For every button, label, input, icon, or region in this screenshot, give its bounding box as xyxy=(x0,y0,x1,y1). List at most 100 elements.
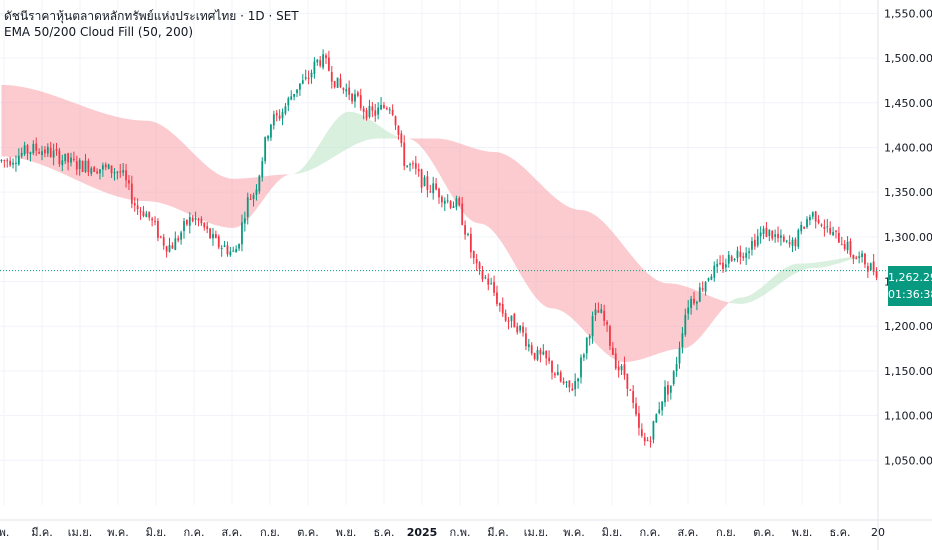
candle-body xyxy=(345,89,348,92)
candle-body xyxy=(582,354,585,358)
candle-body xyxy=(443,200,446,204)
candle-body xyxy=(727,254,730,264)
candle-body xyxy=(667,385,669,395)
candle-body xyxy=(423,177,426,187)
candle-body xyxy=(701,288,704,290)
candle-body xyxy=(313,61,316,74)
candle-body xyxy=(17,155,20,165)
candle-body xyxy=(87,160,90,173)
bar-countdown: 01:36:38 xyxy=(888,288,932,301)
candle-body xyxy=(832,232,834,236)
candle-body xyxy=(116,171,119,173)
candle-body xyxy=(139,210,142,212)
cloud-bear-segment xyxy=(410,138,732,362)
candle-body xyxy=(296,89,298,94)
candle-body xyxy=(826,226,829,228)
candle-body xyxy=(72,158,75,160)
price-axis[interactable]: 1,050.001,100.001,150.001,200.001,250.00… xyxy=(877,0,932,550)
candle-body xyxy=(498,303,501,306)
candle-body xyxy=(145,213,148,218)
candle-body xyxy=(261,161,264,178)
candle-body xyxy=(12,162,14,165)
candle-body xyxy=(203,223,206,228)
candle-body xyxy=(104,164,107,168)
candle-body xyxy=(414,163,417,169)
candle-body xyxy=(241,222,243,245)
candle-body xyxy=(46,146,49,154)
y-tick-label: 1,050.00 xyxy=(884,454,932,467)
candle-body xyxy=(374,110,377,116)
candle-body xyxy=(391,109,394,115)
candle-body xyxy=(626,373,629,389)
candle-body xyxy=(299,83,301,90)
candle-body xyxy=(759,232,762,237)
candle-body xyxy=(823,226,826,229)
x-tick-label: พ.ย. xyxy=(336,526,357,539)
candle-body xyxy=(397,125,400,135)
candle-body xyxy=(533,353,536,359)
candle-body xyxy=(640,429,643,436)
candle-body xyxy=(739,251,742,257)
candle-body xyxy=(319,60,322,66)
candle-body xyxy=(467,233,469,235)
x-tick-label: ธ.ค. xyxy=(829,526,850,539)
candle-body xyxy=(771,230,774,239)
candle-body xyxy=(600,309,603,313)
candle-body xyxy=(180,232,183,240)
candle-body xyxy=(661,401,664,411)
candle-body xyxy=(484,277,487,279)
candle-body xyxy=(429,191,432,193)
candle-body xyxy=(724,264,727,268)
candle-body xyxy=(75,161,78,170)
candle-body xyxy=(174,238,177,250)
candle-body xyxy=(591,316,594,337)
candle-body xyxy=(565,381,568,383)
x-tick-label: ก.ย. xyxy=(716,526,736,539)
candle-body xyxy=(238,244,240,249)
candle-body xyxy=(777,233,779,239)
candle-body xyxy=(846,241,849,251)
candle-body xyxy=(765,227,768,238)
x-tick-label: มี.ค. xyxy=(487,526,509,539)
candle-body xyxy=(675,363,678,372)
candle-body xyxy=(368,105,371,117)
candle-body xyxy=(435,183,438,190)
candle-body xyxy=(209,228,211,239)
candle-body xyxy=(788,242,791,245)
candle-body xyxy=(356,92,359,96)
candle-body xyxy=(426,176,429,190)
candle-body xyxy=(212,233,214,239)
candle-body xyxy=(220,247,223,249)
candle-body xyxy=(794,239,797,247)
candle-body xyxy=(394,116,397,126)
candle-body xyxy=(232,250,235,252)
candle-body xyxy=(556,372,559,376)
candle-body xyxy=(9,160,12,166)
candle-body xyxy=(6,160,9,162)
candle-body xyxy=(855,257,858,260)
candle-body xyxy=(165,246,168,252)
x-tick-label: ก.ย. xyxy=(260,526,280,539)
x-tick-label: ส.ค. xyxy=(221,526,242,539)
candle-body xyxy=(481,270,484,280)
candle-body xyxy=(496,292,498,304)
candle-body xyxy=(507,320,510,322)
indicator-label[interactable]: EMA 50/200 Cloud Fill (50, 200) xyxy=(4,25,194,39)
x-tick-label: ส.ค. xyxy=(677,526,698,539)
candle-body xyxy=(722,262,724,270)
candle-body xyxy=(188,216,191,226)
candle-body xyxy=(588,336,591,339)
y-tick-label: 1,450.00 xyxy=(884,97,932,110)
candle-body xyxy=(817,219,820,223)
candle-body xyxy=(800,224,803,232)
candle-body xyxy=(191,217,194,222)
candle-body xyxy=(336,77,339,88)
candle-body xyxy=(113,172,116,174)
candle-body xyxy=(510,315,513,321)
candle-body xyxy=(67,153,69,163)
candle-body xyxy=(264,137,267,162)
time-axis[interactable]: พ. มี.ค. เม.ย. พ.ค. มิ.ย. ก.ค. ส.ค. ก.ย. ต.ค. พ.ย… xyxy=(0,519,932,539)
x-tick-label: มิ.ย. xyxy=(146,526,167,539)
x-tick-label: เม.ย. xyxy=(524,526,548,539)
